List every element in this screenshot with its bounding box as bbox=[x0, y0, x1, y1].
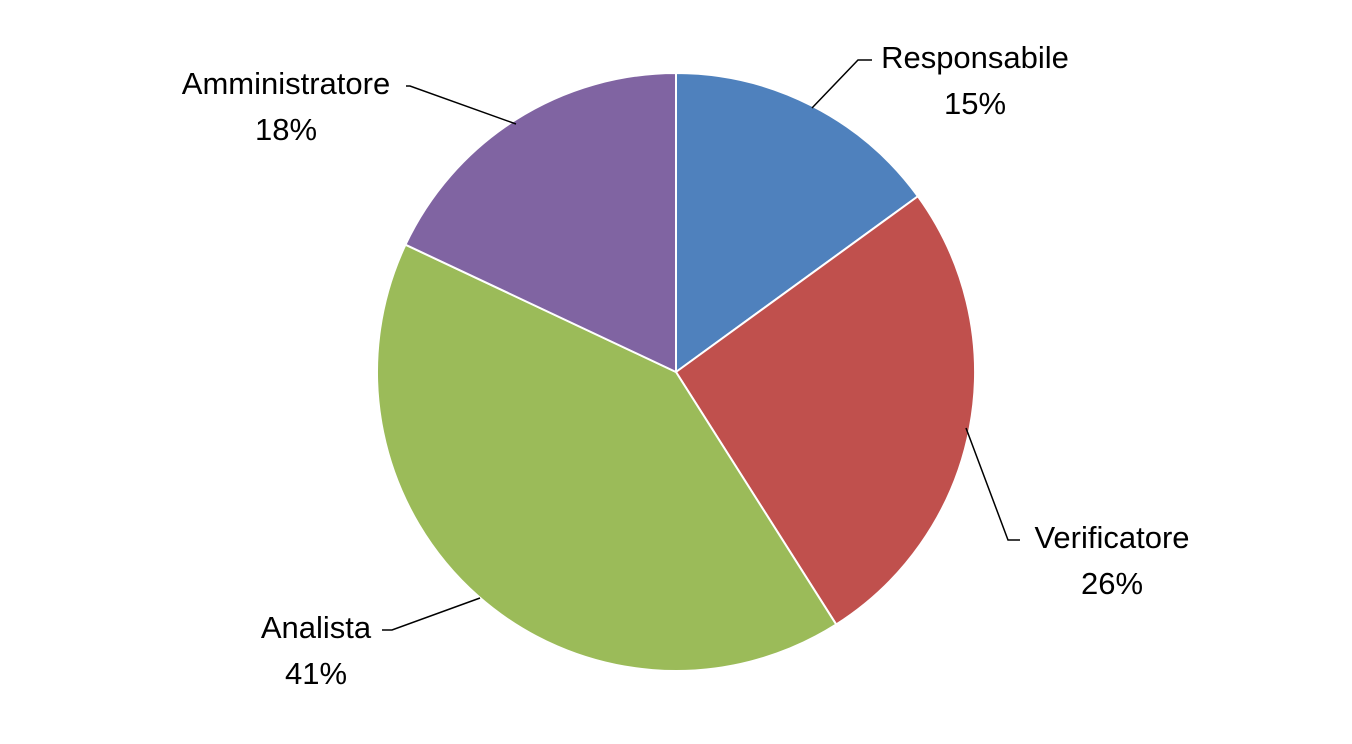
leader-line-responsabile bbox=[811, 59, 872, 109]
slice-value-responsabile: 15% bbox=[944, 86, 1006, 121]
slice-label-amministratore: Amministratore bbox=[182, 66, 390, 101]
leader-line-analista bbox=[382, 597, 481, 631]
leader-line-amministratore bbox=[406, 85, 517, 125]
slice-label-responsabile: Responsabile bbox=[881, 40, 1069, 75]
slice-value-verificatore: 26% bbox=[1081, 566, 1143, 601]
labels-layer: Responsabile 15% Verificatore 26% Analista 41… bbox=[182, 40, 1190, 691]
leader-line-verificatore bbox=[965, 427, 1020, 541]
pie-slice-responsabile bbox=[675, 71, 920, 374]
slice-value-analista: 41% bbox=[285, 656, 347, 691]
pie-slice-verificatore bbox=[674, 194, 976, 626]
slices-layer bbox=[376, 71, 976, 672]
slice-value-amministratore: 18% bbox=[255, 112, 317, 147]
pie-slice-analista bbox=[376, 243, 838, 672]
pie-slice-amministratore bbox=[404, 71, 677, 374]
slice-label-verificatore: Verificatore bbox=[1034, 520, 1189, 555]
leaders-layer bbox=[382, 59, 1020, 631]
slice-label-analista: Analista bbox=[261, 610, 372, 645]
